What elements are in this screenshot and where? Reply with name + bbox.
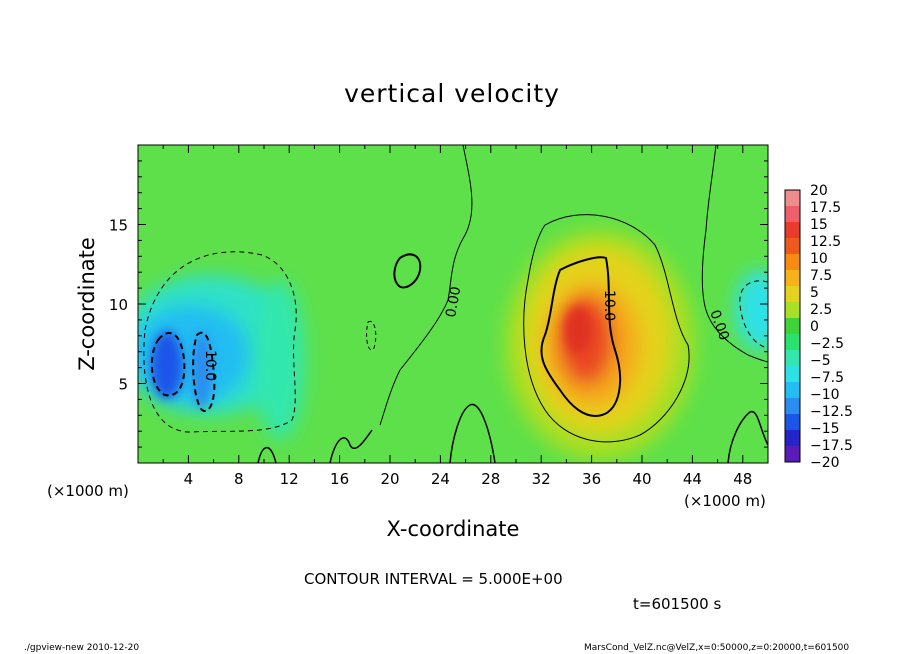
blue-core-1: [151, 331, 183, 399]
contour-label: 10.0: [601, 290, 617, 321]
y-axis-label: Z-coordinate: [75, 237, 99, 371]
downdraft-contour-1: [150, 332, 186, 397]
zero-contour-1: [379, 145, 473, 426]
colorbar-swatch: [785, 302, 800, 319]
colorbar-label: −20: [810, 455, 840, 471]
chart-title: vertical velocity: [344, 79, 560, 108]
colorbar-label: 15: [810, 217, 828, 233]
colorbar-swatch: [785, 350, 800, 367]
colorbar-swatch: [785, 206, 800, 223]
x-tick-label: 32: [532, 470, 551, 488]
colorbar-swatch: [785, 286, 800, 303]
x-tick-label: 36: [582, 470, 601, 488]
y-tick-label: 15: [109, 217, 128, 235]
plot-area: [138, 145, 768, 463]
lower-contours: [257, 403, 768, 463]
colorbar-frame: [784, 189, 801, 463]
minus-five-contour-right: [739, 280, 768, 349]
footer-right: MarsCond_VelZ.nc@VelZ,x=0:50000,z=0:2000…: [584, 643, 849, 653]
colorbar-swatch: [785, 398, 800, 415]
footer-left: ./gpview-new 2010-12-20: [24, 643, 139, 653]
x-tick-label: 28: [481, 470, 500, 488]
colorbar-label: −5: [810, 353, 831, 369]
x-tick-label: 12: [280, 470, 299, 488]
five-contour-updraft: [523, 214, 690, 443]
colorbar-label: −7.5: [810, 370, 844, 386]
contour-lines: [143, 145, 768, 463]
y-axis-ticks: 5 10 15: [109, 160, 768, 448]
x-tick-label: 16: [330, 470, 349, 488]
colorbar-label: 0: [810, 319, 819, 335]
x-unit-left: (×1000 m): [47, 482, 129, 500]
colorbar-label: 20: [810, 183, 828, 199]
colorbar-swatch: [785, 238, 800, 255]
contour-interval-text: CONTOUR INTERVAL = 5.000E+00: [304, 570, 563, 588]
colorbar-label: 12.5: [810, 234, 841, 250]
x-unit-right: (×1000 m): [684, 492, 766, 510]
x-tick-label: 20: [380, 470, 399, 488]
colorbar-swatch: [785, 190, 800, 207]
colorbar-label: 10: [810, 251, 828, 267]
colorbar-label: −12.5: [810, 404, 853, 420]
small-dashed: [366, 320, 377, 351]
colorbar-swatch: [785, 318, 800, 335]
ten-contour-updraft: [540, 256, 622, 417]
y-tick-label: 5: [118, 376, 128, 394]
colorbar-swatch: [785, 254, 800, 271]
x-tick-label: 44: [683, 470, 702, 488]
x-tick-label: 24: [431, 470, 450, 488]
y-tick-label: 10: [109, 296, 128, 314]
x-tick-label: 8: [234, 470, 244, 488]
colorbar-label: −17.5: [810, 438, 853, 454]
deep-red-core: [564, 306, 592, 354]
teal-band: [255, 280, 305, 440]
x-axis-label: X-coordinate: [387, 517, 520, 541]
colorbar-label: 17.5: [810, 200, 841, 216]
colorbar-swatch: [785, 446, 800, 463]
minus-five-contour: [143, 251, 297, 433]
zero-contour-2: [701, 145, 768, 363]
colorbar-label: 2.5: [810, 302, 832, 318]
field-cores: [151, 306, 592, 408]
colorbar-label: −10: [810, 387, 840, 403]
downdraft-contour-2: [192, 331, 216, 412]
colorbar-swatch: [785, 366, 800, 383]
colorbar-label: 5: [810, 285, 819, 301]
x-tick-label: 40: [632, 470, 651, 488]
colorbar-swatch: [785, 270, 800, 287]
colorbar-swatch: [785, 414, 800, 431]
colorbar-swatch: [785, 334, 800, 351]
colorbar-swatch: [785, 222, 800, 239]
x-tick-label: 4: [184, 470, 194, 488]
small-contour: [393, 253, 422, 289]
time-text: t=601500 s: [633, 595, 721, 613]
colorbar-swatch: [785, 430, 800, 447]
x-axis-ticks: 4 8 12 16 20 24 28 32 36 40 44 48: [162, 145, 752, 488]
contour-label: 10.0: [202, 350, 218, 381]
colorbar: 2017.51512.5107.552.50−2.5−5−7.5−10−12.5…: [784, 183, 853, 471]
x-tick-label: 48: [733, 470, 752, 488]
colorbar-label: −2.5: [810, 336, 844, 352]
colorbar-swatch: [785, 382, 800, 399]
colorbar-label: 7.5: [810, 268, 832, 284]
contour-label: 0.00: [443, 285, 464, 318]
blue-core-2: [192, 332, 212, 408]
cyan-region-right: [735, 270, 768, 350]
colorbar-label: −15: [810, 421, 840, 437]
